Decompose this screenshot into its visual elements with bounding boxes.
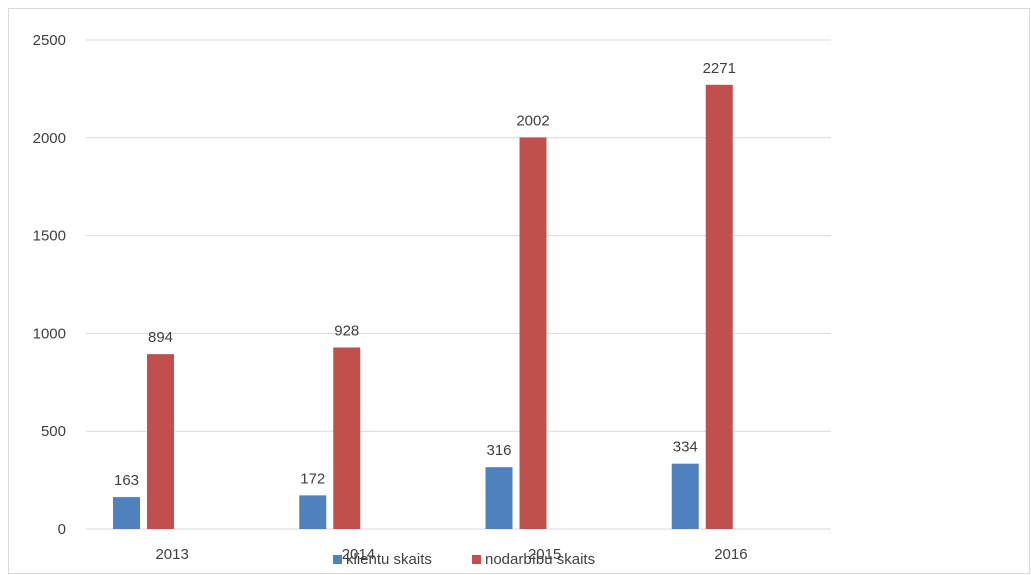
y-tick-label: 1000 [33,325,66,342]
data-label: 2002 [516,112,549,129]
data-label: 163 [114,472,139,489]
legend-swatch [472,555,481,564]
y-tick-label: 2000 [33,130,66,147]
legend-swatch [333,555,342,564]
x-tick-label: 2016 [714,546,747,563]
bar-klientu-skaits-2014 [299,495,327,529]
legend-label: nodarbību skaits [485,551,595,568]
y-axis-tick-labels: 0 500 1000 1500 2000 2500 [33,32,66,538]
y-tick-label: 500 [41,423,66,440]
x-tick-label: 2013 [155,546,188,563]
bar-klientu-skaits-2015 [485,467,513,529]
bar-nodarbību-skaits-2016 [705,84,733,530]
data-label: 894 [148,329,173,346]
chart-frame [8,8,1030,574]
x-axis: 2013 2014 2015 2016 [86,528,831,563]
bars [113,84,733,530]
bar-nodarbību-skaits-2014 [333,347,361,529]
data-label: 2271 [703,60,736,77]
data-label: 316 [486,442,511,459]
y-tick-label: 1500 [33,228,66,245]
data-label: 172 [300,470,325,487]
data-labels: 163 894 172 928 316 2002 334 2271 [114,60,736,489]
bar-nodarbību-skaits-2013 [147,354,174,529]
bar-klientu-skaits-2013 [113,497,140,529]
data-label: 928 [334,322,359,339]
x-tick-label: 2014 [342,546,375,563]
x-tick-label: 2015 [528,546,561,563]
legend-label: klientu skaits [346,551,432,568]
legend: klientu skaits nodarbību skaits [333,551,595,568]
bar-klientu-skaits-2016 [671,463,699,529]
y-tick-label: 0 [58,521,66,538]
data-label: 334 [673,439,698,456]
y-tick-label: 2500 [33,32,66,49]
bar-nodarbību-skaits-2015 [519,137,547,529]
